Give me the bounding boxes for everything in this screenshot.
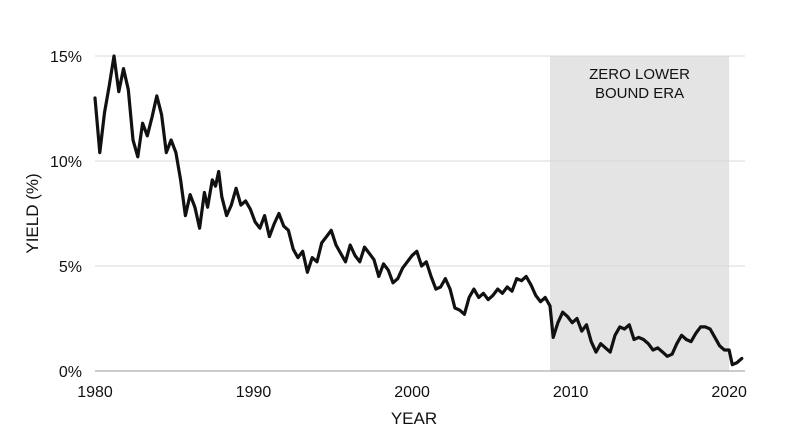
x-tick-label: 2000 [394, 384, 430, 401]
band-label-line-1: ZERO LOWER [589, 66, 690, 83]
x-axis-tick-labels: 1980 1990 2000 2010 2020 [77, 384, 747, 401]
x-tick-label: 2020 [711, 384, 747, 401]
zero-lower-bound-band [550, 56, 730, 371]
y-axis-title: YIELD (%) [23, 173, 42, 253]
x-axis-title: YEAR [391, 409, 437, 428]
y-axis-tick-labels: 0% 5% 10% 15% [50, 49, 82, 381]
y-tick-label: 15% [50, 49, 82, 66]
y-tick-label: 10% [50, 154, 82, 171]
x-tick-label: 1980 [77, 384, 113, 401]
x-tick-label: 2010 [553, 384, 589, 401]
x-tick-label: 1990 [236, 384, 272, 401]
yield-series-line [93, 54, 744, 367]
band-label-line-2: BOUND ERA [595, 85, 684, 102]
y-tick-label: 0% [59, 364, 82, 381]
gridlines [95, 55, 745, 372]
y-tick-label: 5% [59, 259, 82, 276]
